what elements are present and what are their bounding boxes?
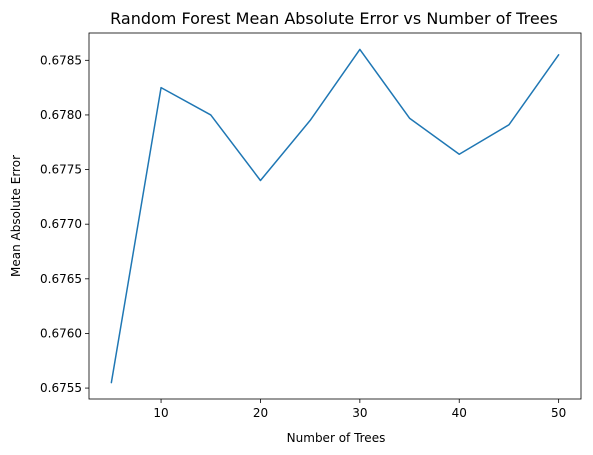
- x-tick-label: 20: [253, 406, 268, 420]
- x-tick-label: 50: [551, 406, 566, 420]
- x-axis: 10 20 30 40 50: [153, 399, 566, 420]
- chart-title: Random Forest Mean Absolute Error vs Num…: [110, 9, 558, 28]
- x-tick-label: 30: [352, 406, 367, 420]
- y-tick-label: 0.6785: [40, 53, 82, 67]
- plot-frame: [88, 32, 582, 400]
- x-tick-label: 40: [452, 406, 467, 420]
- y-tick-label: 0.6775: [40, 163, 82, 177]
- y-tick-label: 0.6765: [40, 272, 82, 286]
- y-tick-label: 0.6755: [40, 381, 82, 395]
- y-tick-label: 0.6780: [40, 108, 82, 122]
- y-tick-label: 0.6760: [40, 326, 82, 340]
- plot-area: 10 20 30 40 50 0.6755 0.6760 0.6765 0.6770 0.677…: [40, 32, 582, 420]
- y-axis: 0.6755 0.6760 0.6765 0.6770 0.6775 0.6780 0.67…: [40, 53, 89, 395]
- x-axis-label: Number of Trees: [287, 431, 386, 445]
- series-line: [110, 48, 560, 384]
- x-tick-label: 10: [153, 406, 168, 420]
- series-group: [110, 48, 560, 384]
- y-axis-label: Mean Absolute Error: [9, 155, 23, 277]
- y-tick-label: 0.6770: [40, 217, 82, 231]
